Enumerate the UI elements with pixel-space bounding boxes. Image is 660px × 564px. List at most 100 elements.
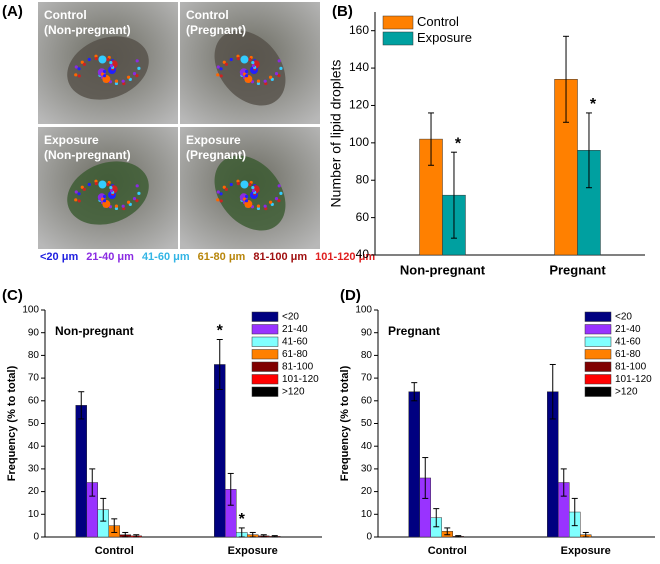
legend-label: 61-80 bbox=[615, 349, 641, 360]
panel-label: (B) bbox=[332, 3, 353, 20]
legend-swatch bbox=[251, 324, 279, 335]
panel-label: (A) bbox=[2, 3, 23, 20]
legend-label: >120 bbox=[282, 386, 305, 397]
legend-label: 81-100 bbox=[282, 361, 314, 372]
droplet bbox=[77, 74, 81, 78]
y-tick-label: 80 bbox=[356, 172, 370, 186]
droplet bbox=[74, 65, 78, 69]
droplet bbox=[135, 184, 139, 188]
droplet bbox=[128, 77, 132, 81]
legend-swatch bbox=[382, 15, 414, 30]
droplet bbox=[236, 57, 240, 61]
droplet bbox=[216, 190, 220, 194]
droplet bbox=[244, 199, 249, 203]
droplet bbox=[122, 206, 126, 211]
x-tick-label: Pregnant bbox=[549, 262, 606, 277]
organism bbox=[67, 161, 149, 225]
droplet bbox=[274, 197, 279, 201]
bar bbox=[214, 364, 226, 538]
y-tick-label: 60 bbox=[28, 395, 40, 406]
y-tick-label: 30 bbox=[28, 464, 40, 475]
droplet bbox=[106, 57, 110, 62]
legend-label: 41-60 bbox=[282, 336, 308, 347]
y-tick-label: 90 bbox=[28, 327, 40, 338]
legend-swatch bbox=[584, 361, 612, 372]
droplet bbox=[229, 57, 233, 62]
droplet bbox=[94, 57, 98, 61]
droplet bbox=[244, 74, 249, 78]
legend-swatch bbox=[251, 311, 279, 322]
droplet bbox=[277, 74, 281, 78]
droplet bbox=[128, 202, 132, 206]
droplet bbox=[274, 72, 279, 76]
droplet bbox=[94, 182, 98, 186]
image-subtitle: (Pregnant) bbox=[186, 148, 246, 162]
droplet bbox=[219, 199, 223, 203]
scale-label: 101-120 μm bbox=[315, 251, 375, 263]
y-tick-label: 10 bbox=[28, 509, 40, 520]
droplet bbox=[270, 77, 274, 81]
organism bbox=[214, 155, 286, 231]
y-tick-label: 100 bbox=[22, 305, 39, 316]
image-title: Control bbox=[44, 8, 87, 22]
image-title: Exposure bbox=[186, 133, 241, 147]
legend-label: 41-60 bbox=[615, 336, 641, 347]
y-tick-label: 40 bbox=[361, 441, 373, 452]
droplet bbox=[121, 204, 125, 208]
bar bbox=[75, 405, 87, 538]
droplet bbox=[106, 182, 110, 187]
legend-swatch bbox=[382, 31, 414, 46]
droplet bbox=[98, 55, 107, 64]
y-tick-label: 160 bbox=[349, 23, 369, 37]
droplet bbox=[240, 55, 249, 64]
size-scale: <20 μm 21-40 μm 41-60 μm 61-80 μm 81-100 μm 1… bbox=[40, 251, 375, 263]
droplet bbox=[264, 206, 268, 211]
droplet bbox=[137, 191, 141, 195]
droplet bbox=[80, 185, 84, 189]
droplet bbox=[103, 194, 107, 199]
droplet bbox=[251, 60, 255, 65]
droplet bbox=[251, 64, 256, 68]
legend-swatch bbox=[584, 336, 612, 347]
droplet bbox=[270, 202, 274, 206]
legend-label: 21-40 bbox=[615, 324, 641, 335]
y-axis-title: Frequency (% to total) bbox=[6, 365, 18, 481]
droplet bbox=[219, 74, 223, 78]
y-tick-label: 90 bbox=[361, 327, 373, 338]
legend-label: Exposure bbox=[417, 30, 472, 45]
droplet bbox=[263, 204, 267, 208]
legend-label: 21-40 bbox=[282, 324, 308, 335]
droplet bbox=[114, 79, 119, 83]
droplet bbox=[229, 182, 233, 187]
y-tick-label: 30 bbox=[361, 464, 373, 475]
y-tick-label: 50 bbox=[28, 418, 40, 429]
droplet bbox=[114, 81, 119, 86]
droplet bbox=[256, 79, 261, 83]
droplet bbox=[77, 67, 81, 71]
droplet bbox=[126, 75, 131, 79]
droplet bbox=[277, 59, 281, 63]
legend-label: 101-120 bbox=[615, 374, 652, 385]
image-grid: Control(Non-pregnant)Control(Pregnant)Ex… bbox=[38, 2, 320, 249]
droplet bbox=[216, 65, 220, 69]
legend-label: Control bbox=[417, 14, 459, 29]
legend-swatch bbox=[251, 336, 279, 347]
droplet bbox=[103, 69, 107, 74]
droplet bbox=[277, 199, 281, 203]
droplet bbox=[74, 198, 78, 202]
significance-mark: * bbox=[217, 323, 224, 340]
scale-label: <20 μm bbox=[40, 251, 78, 263]
legend-swatch bbox=[584, 386, 612, 397]
x-tick-label: Exposure bbox=[228, 545, 278, 557]
significance-mark: * bbox=[239, 511, 246, 528]
droplet bbox=[87, 57, 91, 62]
legend-swatch bbox=[251, 361, 279, 372]
legend-label: 101-120 bbox=[282, 374, 319, 385]
x-tick-label: Non-pregnant bbox=[400, 262, 486, 277]
droplet bbox=[126, 200, 131, 204]
droplet bbox=[94, 179, 98, 183]
droplet bbox=[135, 59, 139, 63]
legend-swatch bbox=[584, 324, 612, 335]
droplet bbox=[122, 81, 126, 86]
